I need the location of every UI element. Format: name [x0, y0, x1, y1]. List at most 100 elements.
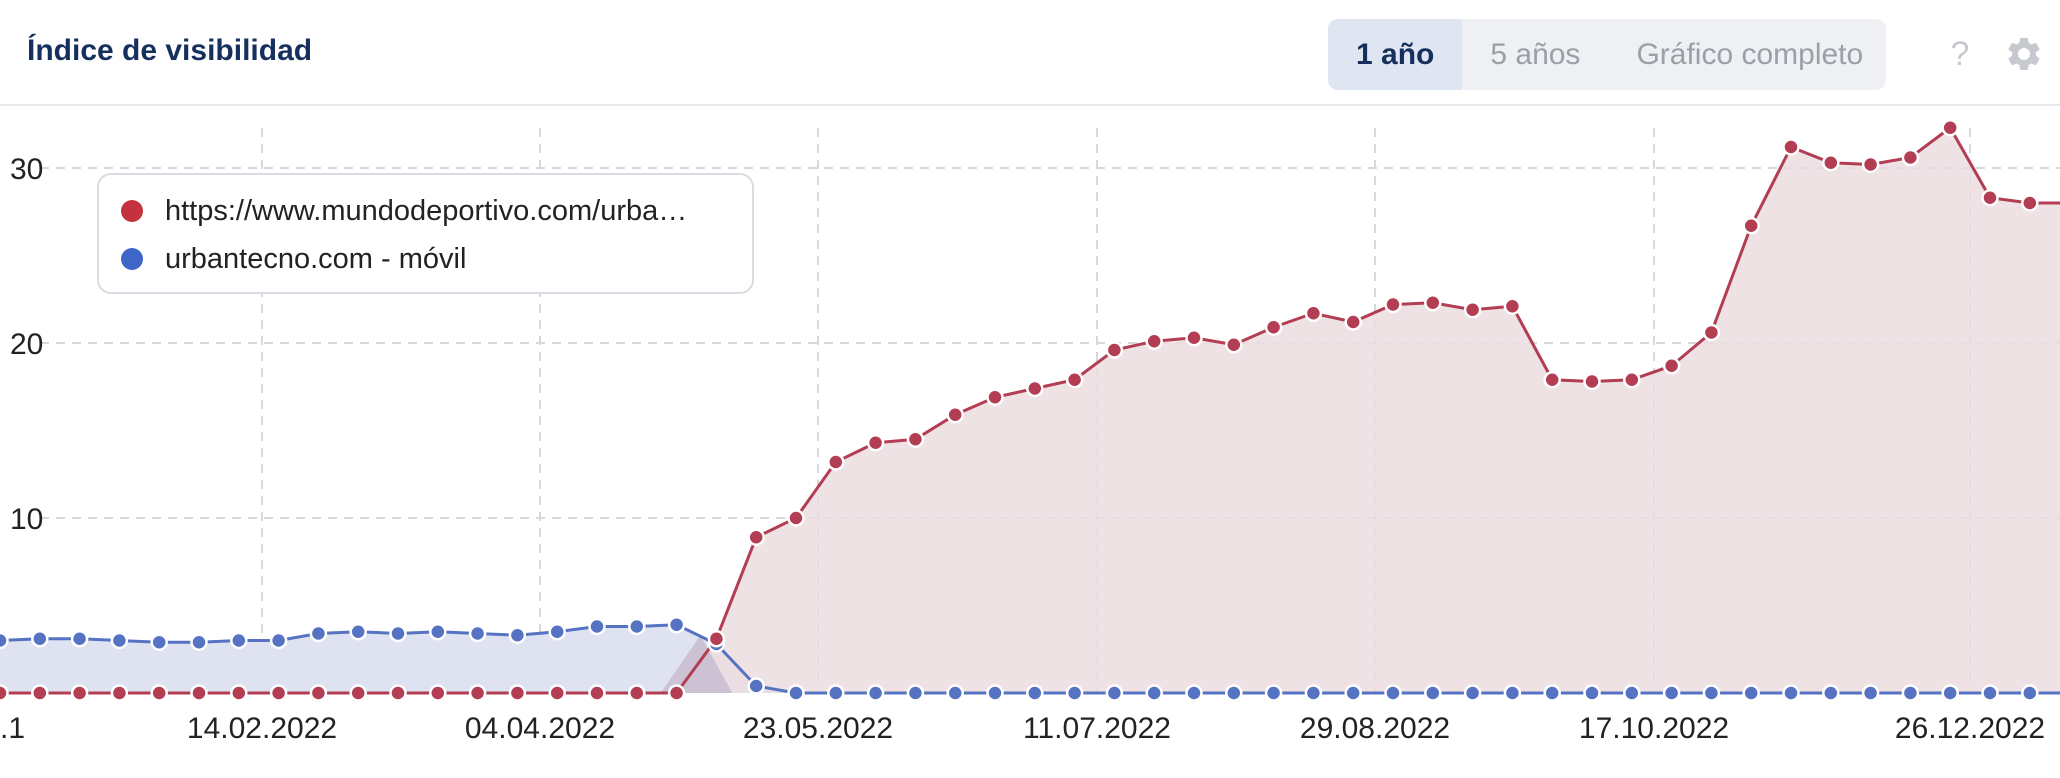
red-data-point: [2021, 194, 2039, 212]
red-data-point: [31, 684, 49, 702]
red-series-area: [0, 127, 2060, 693]
blue-data-point: [0, 631, 9, 650]
blue-data-point: [1742, 684, 1760, 702]
red-data-point: [1543, 371, 1561, 389]
visibility-chart: 10 20 30 .1 14.02.2022 04.04.2022 23.05.2022 11…: [0, 119, 2060, 745]
red-data-point: [986, 388, 1004, 406]
red-data-point: [1702, 323, 1721, 342]
red-data-point: [946, 406, 964, 424]
question-mark-icon[interactable]: ?: [1950, 35, 1970, 73]
x-tick-label: 11.07.2022: [1023, 712, 1171, 745]
legend-item-urbantecno[interactable]: urbantecno.com - móvil: [121, 239, 466, 279]
red-data-point: [707, 630, 726, 648]
legend-item-mundodeportivo[interactable]: https://www.mundodeportivo.com/urba…: [121, 191, 687, 231]
time-range-selector: 1 año 5 años Gráfico completo: [1328, 19, 1886, 90]
chart-header: Índice de visibilidad 1 año 5 años Gráfi…: [0, 0, 2060, 106]
blue-data-point: [548, 623, 566, 641]
blue-data-point: [906, 684, 925, 702]
blue-data-point: [747, 677, 765, 695]
y-tick-label: 20: [10, 328, 43, 361]
red-data-point: [1901, 148, 1920, 167]
blue-data-point: [1424, 684, 1442, 702]
blue-data-point: [1384, 684, 1402, 702]
red-data-point: [70, 684, 89, 702]
red-data-point: [628, 684, 646, 702]
red-data-point: [1981, 189, 1999, 207]
red-data-point: [588, 684, 606, 702]
blue-data-point: [667, 616, 686, 634]
red-data-point: [269, 684, 288, 702]
blue-data-point: [269, 631, 288, 650]
blue-data-point: [1304, 684, 1323, 702]
red-data-point: [0, 684, 9, 702]
gear-icon[interactable]: [2004, 34, 2044, 74]
red-data-point: [1463, 301, 1482, 319]
red-data-point: [1145, 332, 1163, 350]
blue-data-point: [946, 684, 964, 702]
blue-data-point: [1225, 684, 1243, 702]
blue-data-point: [787, 684, 805, 702]
x-tick-label: 17.10.2022: [1579, 712, 1729, 745]
red-data-point: [1941, 119, 1959, 137]
x-tick-label: 23.05.2022: [743, 712, 893, 745]
blue-data-point: [866, 684, 885, 702]
x-tick-label: 04.04.2022: [465, 712, 615, 745]
blue-data-point: [1185, 684, 1203, 702]
red-data-point: [866, 434, 885, 452]
blue-data-point: [1503, 684, 1522, 702]
blue-data-point: [1543, 684, 1561, 702]
red-data-point: [1026, 379, 1044, 398]
red-data-point: [309, 684, 328, 702]
legend-label: urbantecno.com - móvil: [165, 242, 467, 275]
red-data-point: [110, 684, 129, 702]
red-data-point: [1742, 217, 1760, 235]
blue-data-point: [1105, 684, 1124, 702]
chart-title: Índice de visibilidad: [27, 34, 313, 67]
blue-data-point: [230, 631, 248, 650]
red-data-point: [1503, 297, 1522, 315]
red-data-point: [1065, 371, 1084, 389]
blue-data-point: [2021, 684, 2039, 702]
red-data-point: [1861, 155, 1880, 174]
range-1-year-button[interactable]: 1 año: [1328, 19, 1463, 90]
y-tick-label: 30: [10, 153, 43, 186]
red-data-point: [1225, 336, 1243, 354]
blue-data-point: [1065, 684, 1084, 702]
blue-data-point: [1264, 684, 1283, 702]
red-data-point: [1822, 154, 1840, 172]
blue-data-point: [31, 630, 49, 648]
red-data-point: [468, 684, 487, 702]
blue-data-point: [827, 684, 845, 702]
blue-data-point: [190, 633, 208, 651]
x-tick-label: 14.02.2022: [187, 712, 337, 745]
legend-marker-red: [121, 200, 143, 222]
red-data-point: [429, 684, 447, 702]
range-5-years-button[interactable]: 5 años: [1490, 38, 1581, 71]
blue-data-point: [1145, 684, 1163, 702]
blue-data-point: [986, 684, 1004, 702]
blue-data-point: [588, 617, 606, 636]
red-data-point: [1424, 294, 1442, 312]
x-tick-label: 26.12.2022: [1895, 712, 2045, 745]
red-data-point: [1264, 318, 1283, 336]
red-data-point: [787, 509, 805, 527]
range-full-chart-button[interactable]: Gráfico completo: [1636, 38, 1864, 71]
x-tick-label: .1: [0, 712, 25, 745]
blue-data-point: [429, 623, 447, 641]
red-data-point: [906, 430, 925, 448]
red-data-point: [827, 453, 845, 471]
legend-label: https://www.mundodeportivo.com/urba…: [165, 194, 688, 227]
blue-data-point: [70, 630, 89, 648]
red-data-point: [747, 528, 765, 546]
red-data-point: [1384, 295, 1402, 314]
blue-data-point: [1583, 684, 1601, 702]
blue-data-point: [1463, 684, 1482, 702]
red-data-point: [1304, 304, 1323, 322]
red-data-point: [1623, 371, 1641, 389]
blue-data-point: [1782, 684, 1800, 702]
blue-data-point: [628, 617, 646, 636]
legend-marker-blue: [121, 248, 143, 270]
red-data-point: [150, 684, 168, 702]
red-data-point: [349, 684, 367, 702]
blue-data-point: [1901, 684, 1920, 702]
